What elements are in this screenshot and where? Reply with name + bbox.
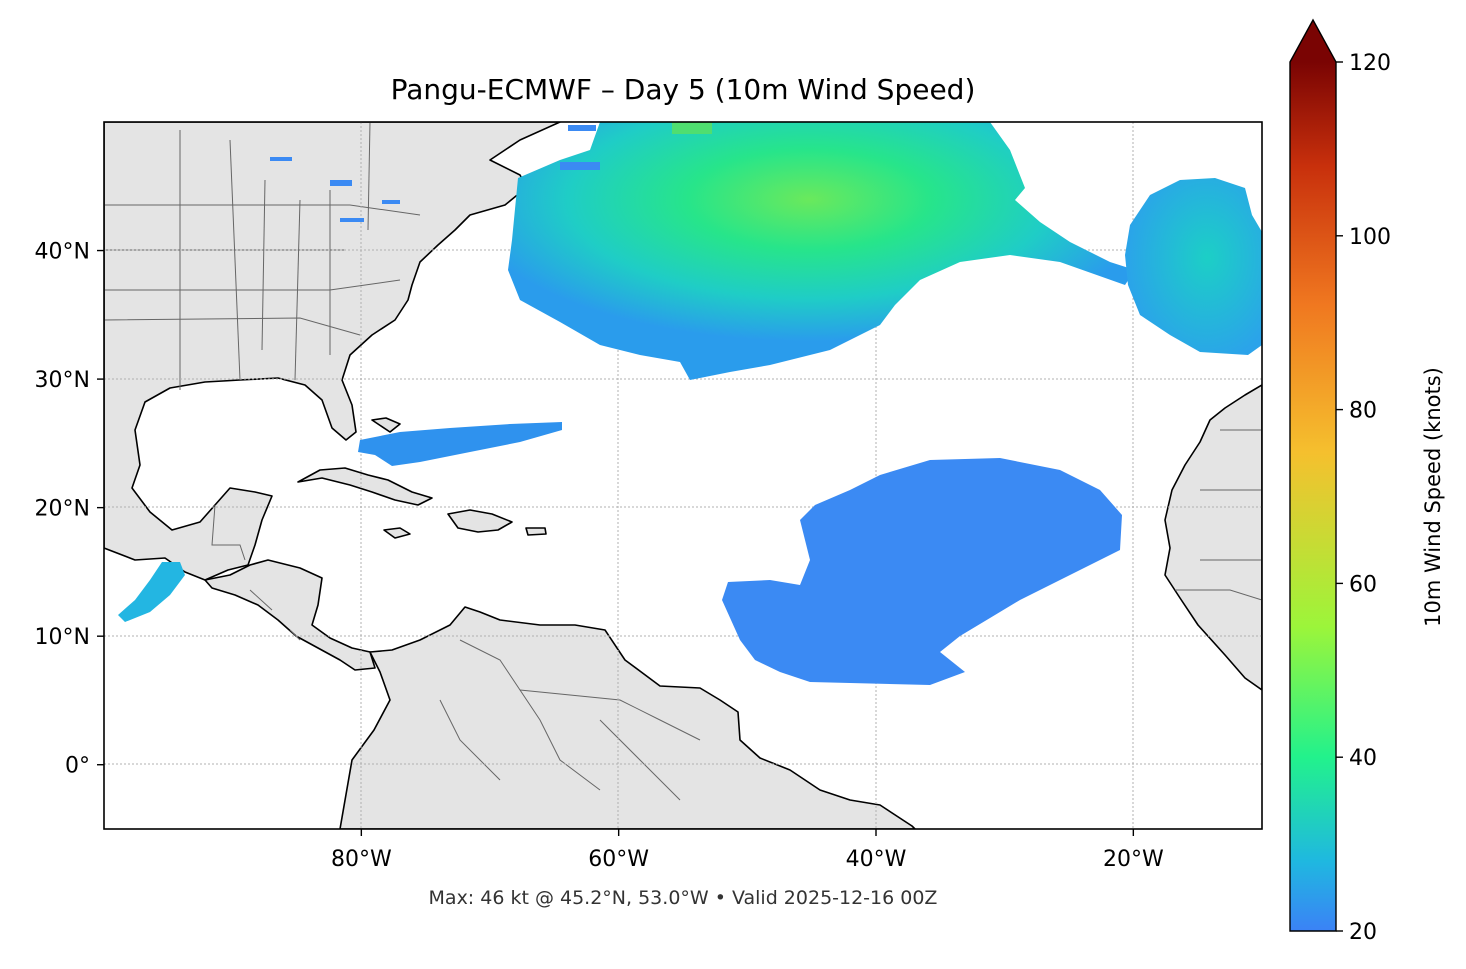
land-bahamas: [371, 417, 401, 433]
colorbar-gradient: [1290, 62, 1336, 931]
colorbar-label: 10m Wind Speed (knots): [1421, 367, 1445, 627]
wind-field-layer: [118, 122, 1262, 685]
wind-region-bahamas-streak: [358, 422, 562, 466]
y-tick-label: 10°N: [35, 625, 90, 650]
y-axis-ticks: 40°N 30°N 20°N 10°N 0°: [35, 240, 104, 779]
map-panel: [104, 122, 1262, 829]
land-south-america: [339, 606, 916, 829]
colorbar-ticks: 20 40 60 80 100 120: [1336, 51, 1391, 945]
colorbar-tick-label: 120: [1349, 51, 1391, 76]
colorbar-tick-label: 60: [1349, 572, 1377, 597]
wind-region-tehuantepec: [118, 562, 185, 622]
max-wind-footer: Max: 46 kt @ 45.2°N, 53.0°W • Valid 2025…: [429, 887, 938, 909]
wind-region-eastern-atlantic: [1125, 178, 1262, 355]
colorbar-tick-label: 20: [1349, 920, 1377, 945]
wind-region-central-atlantic: [722, 458, 1122, 685]
map-frame: [103, 121, 1263, 830]
y-tick-label: 20°N: [35, 497, 90, 522]
map-title: Pangu-ECMWF – Day 5 (10m Wind Speed): [391, 73, 976, 106]
colorbar-tick-label: 100: [1349, 225, 1391, 250]
y-tick-label: 40°N: [35, 240, 90, 265]
x-tick-label: 20°W: [1103, 847, 1164, 872]
land-jamaica: [383, 527, 411, 539]
land-hispaniola: [447, 509, 513, 533]
colorbar-tick-label: 40: [1349, 746, 1377, 771]
x-tick-label: 60°W: [588, 847, 649, 872]
land-cuba: [297, 467, 433, 506]
land-puerto-rico: [525, 527, 547, 536]
x-tick-label: 80°W: [331, 847, 392, 872]
colorbar: 20 40 60 80 100 120 10m Wind Speed (knots): [1289, 18, 1445, 945]
land-north-america: [104, 122, 561, 581]
wind-region-north-atlantic: [508, 122, 1135, 380]
y-tick-label: 0°: [65, 754, 90, 779]
x-tick-label: 40°W: [846, 847, 907, 872]
colorbar-tick-label: 80: [1349, 399, 1377, 424]
y-tick-label: 30°N: [35, 368, 90, 393]
colorbar-extend-arrow: [1290, 20, 1336, 62]
land-west-africa: [1164, 384, 1262, 691]
x-axis-ticks: 80°W 60°W 40°W 20°W: [331, 829, 1164, 872]
